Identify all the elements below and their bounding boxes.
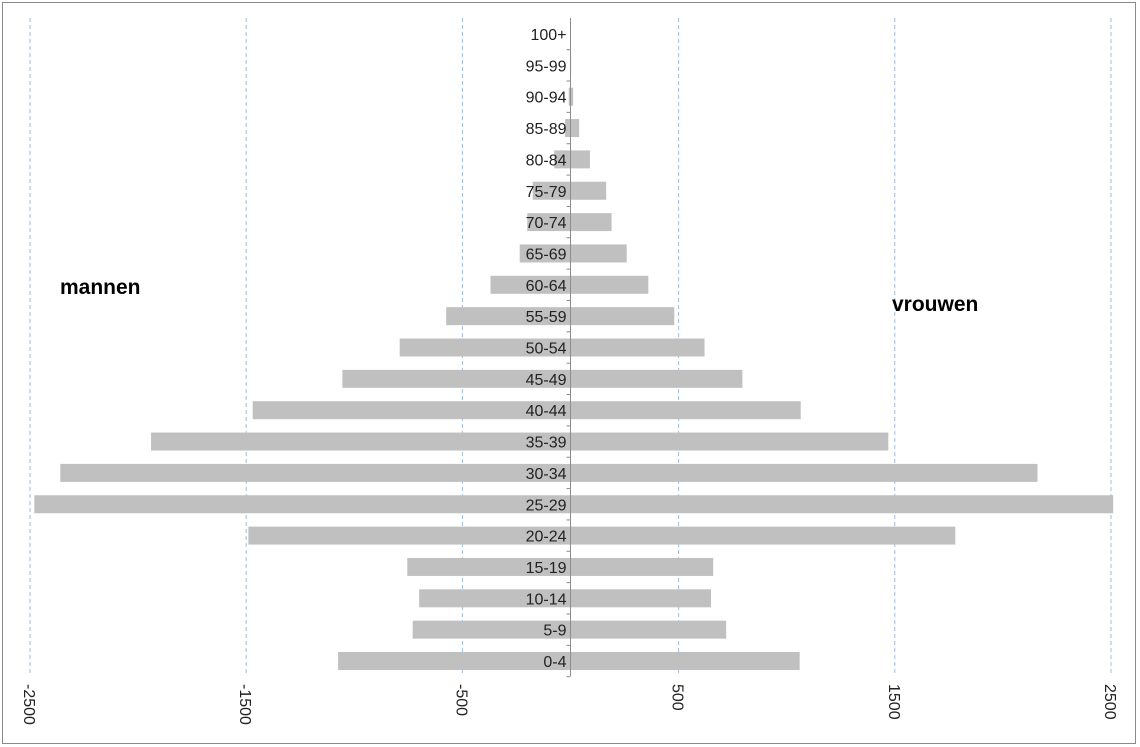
category-label: 35-39 bbox=[526, 435, 567, 452]
category-label: 95-99 bbox=[526, 58, 567, 75]
bar-vrouwen-10-14 bbox=[570, 589, 712, 608]
bar-mannen-30-34 bbox=[60, 463, 571, 482]
x-tick-label: -500 bbox=[452, 684, 469, 716]
x-tick-labels: -2500 -1500 -500 500 1500 2500 bbox=[20, 684, 1118, 725]
category-labels: 0-4 5-9 10-14 15-19 20-24 25-29 30-34 35-39 40-4… bbox=[526, 27, 567, 671]
bar-vrouwen-50-54 bbox=[570, 338, 705, 357]
bar-vrouwen-25-29 bbox=[570, 495, 1114, 514]
bar-vrouwen-35-39 bbox=[570, 432, 889, 451]
bar-mannen-70-74 bbox=[527, 213, 571, 232]
x-tick-label: -2500 bbox=[20, 684, 37, 725]
category-label: 10-14 bbox=[526, 591, 567, 608]
bar-vrouwen-55-59 bbox=[570, 307, 675, 326]
bar-mannen-5-9 bbox=[412, 620, 571, 639]
bar-mannen-60-64 bbox=[490, 275, 571, 294]
category-label: 40-44 bbox=[526, 403, 567, 420]
category-label: 30-34 bbox=[526, 466, 567, 483]
category-label: 80-84 bbox=[526, 152, 567, 169]
category-label: 20-24 bbox=[526, 529, 567, 546]
bar-mannen-0-4 bbox=[338, 652, 571, 670]
bar-mannen-75-79 bbox=[532, 181, 571, 200]
bar-vrouwen-20-24 bbox=[570, 526, 956, 545]
x-tick-label: -1500 bbox=[236, 684, 253, 725]
center-axis bbox=[566, 18, 571, 678]
category-label: 50-54 bbox=[526, 341, 567, 358]
x-tick-label: 2500 bbox=[1101, 684, 1118, 720]
bar-mannen-35-39 bbox=[151, 432, 571, 451]
category-label: 100+ bbox=[530, 27, 566, 44]
bar-vrouwen-30-34 bbox=[570, 463, 1038, 482]
bar-vrouwen-15-19 bbox=[570, 557, 714, 576]
category-label: 5-9 bbox=[543, 623, 566, 640]
bar-vrouwen-90-94 bbox=[570, 87, 574, 106]
category-label: 85-89 bbox=[526, 121, 567, 138]
bar-vrouwen-5-9 bbox=[570, 620, 727, 639]
category-label: 75-79 bbox=[526, 184, 567, 201]
category-label: 65-69 bbox=[526, 246, 567, 263]
category-label: 55-59 bbox=[526, 309, 567, 326]
category-label: 15-19 bbox=[526, 560, 567, 577]
x-tick-label: 1500 bbox=[885, 684, 902, 720]
bar-mannen-25-29 bbox=[34, 495, 571, 514]
bar-mannen-45-49 bbox=[342, 369, 571, 388]
bar-vrouwen-75-79 bbox=[570, 181, 607, 200]
x-tick-label: 500 bbox=[669, 684, 686, 711]
bar-mannen-55-59 bbox=[446, 307, 571, 326]
bar-mannen-40-44 bbox=[252, 401, 571, 420]
bar-vrouwen-65-69 bbox=[570, 244, 627, 263]
category-label: 70-74 bbox=[526, 215, 567, 232]
bar-mannen-85-89 bbox=[565, 119, 571, 138]
bar-mannen-90-94 bbox=[568, 87, 571, 106]
category-label: 90-94 bbox=[526, 90, 567, 107]
bar-vrouwen-60-64 bbox=[570, 275, 649, 294]
bar-mannen-50-54 bbox=[399, 338, 571, 357]
label-vrouwen: vrouwen bbox=[892, 293, 978, 316]
bar-vrouwen-0-4 bbox=[570, 652, 800, 670]
bars bbox=[34, 25, 1114, 670]
category-label: 45-49 bbox=[526, 372, 567, 389]
label-mannen: mannen bbox=[60, 276, 141, 299]
bar-mannen-15-19 bbox=[407, 557, 571, 576]
bar-vrouwen-70-74 bbox=[570, 213, 612, 232]
bar-mannen-65-69 bbox=[519, 244, 571, 263]
bar-mannen-20-24 bbox=[248, 526, 571, 545]
bar-vrouwen-40-44 bbox=[570, 401, 801, 420]
bar-vrouwen-45-49 bbox=[570, 369, 743, 388]
bar-vrouwen-80-84 bbox=[570, 150, 590, 169]
category-label: 60-64 bbox=[526, 278, 567, 295]
category-label: 0-4 bbox=[543, 654, 566, 671]
bar-mannen-10-14 bbox=[419, 589, 571, 608]
bar-mannen-80-84 bbox=[554, 150, 571, 169]
bar-vrouwen-85-89 bbox=[570, 119, 580, 138]
category-label: 25-29 bbox=[526, 497, 567, 514]
